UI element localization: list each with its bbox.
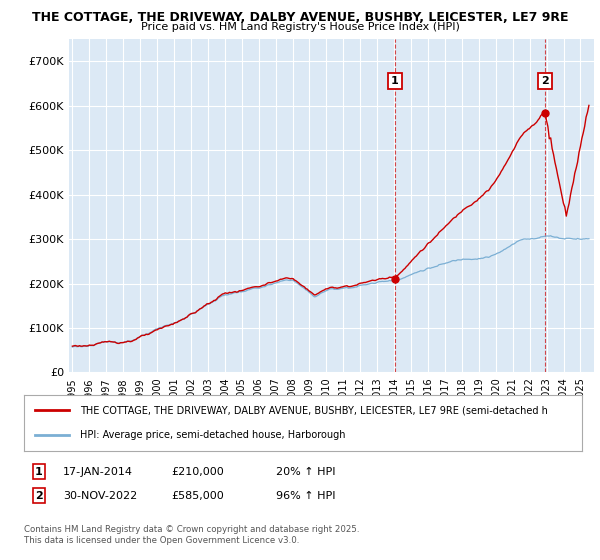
- Text: THE COTTAGE, THE DRIVEWAY, DALBY AVENUE, BUSHBY, LEICESTER, LE7 9RE (semi-detach: THE COTTAGE, THE DRIVEWAY, DALBY AVENUE,…: [80, 405, 548, 416]
- Text: Contains HM Land Registry data © Crown copyright and database right 2025.
This d: Contains HM Land Registry data © Crown c…: [24, 525, 359, 545]
- Text: HPI: Average price, semi-detached house, Harborough: HPI: Average price, semi-detached house,…: [80, 430, 346, 440]
- Text: THE COTTAGE, THE DRIVEWAY, DALBY AVENUE, BUSHBY, LEICESTER, LE7 9RE: THE COTTAGE, THE DRIVEWAY, DALBY AVENUE,…: [32, 11, 568, 24]
- Text: 2: 2: [35, 491, 43, 501]
- Text: 20% ↑ HPI: 20% ↑ HPI: [276, 466, 335, 477]
- Text: 1: 1: [35, 466, 43, 477]
- Text: 2: 2: [541, 76, 549, 86]
- Text: 96% ↑ HPI: 96% ↑ HPI: [276, 491, 335, 501]
- Text: £210,000: £210,000: [171, 466, 224, 477]
- Text: 30-NOV-2022: 30-NOV-2022: [63, 491, 137, 501]
- Text: Price paid vs. HM Land Registry's House Price Index (HPI): Price paid vs. HM Land Registry's House …: [140, 22, 460, 32]
- Text: £585,000: £585,000: [171, 491, 224, 501]
- Text: 1: 1: [391, 76, 399, 86]
- Text: 17-JAN-2014: 17-JAN-2014: [63, 466, 133, 477]
